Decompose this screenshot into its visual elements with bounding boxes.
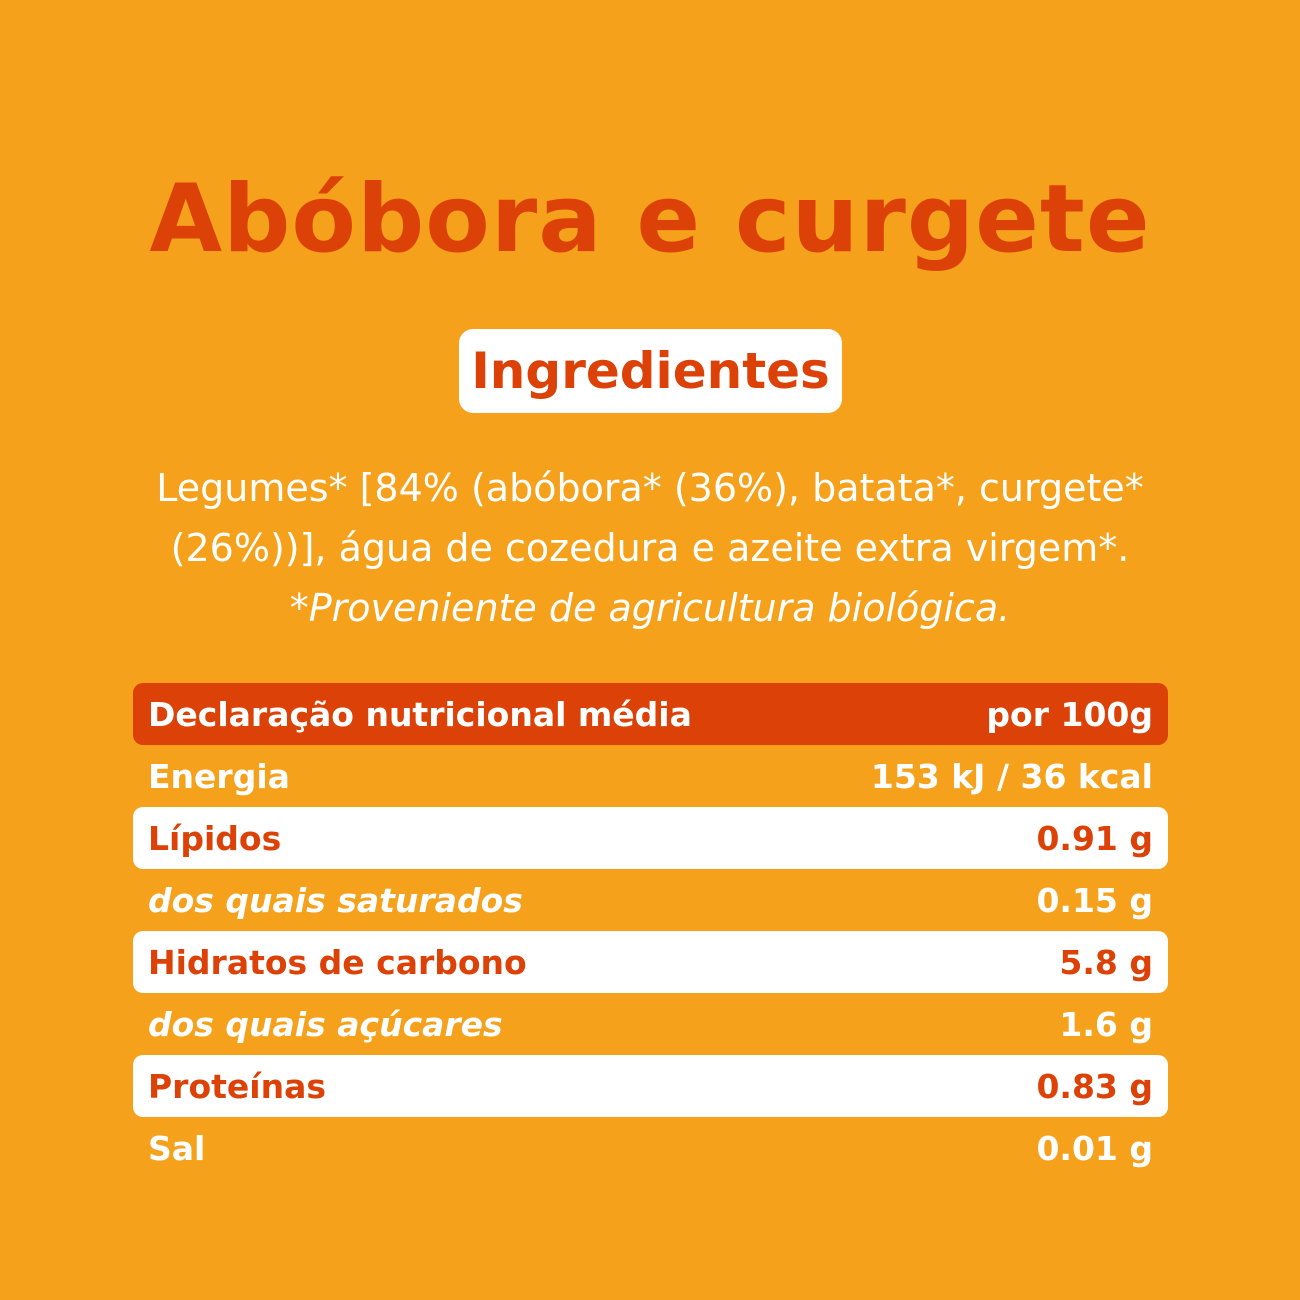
nutrient-label: Lípidos xyxy=(148,818,282,858)
nutrient-value: 0.83 g xyxy=(1036,1066,1153,1106)
nutrient-label: dos quais açúcares xyxy=(148,1004,503,1044)
nutrient-value: 5.8 g xyxy=(1059,942,1153,982)
ingredients-badge: Ingredientes xyxy=(459,329,842,413)
nutrient-value: 1.6 g xyxy=(1059,1004,1153,1044)
product-title: Abóbora e curgete xyxy=(149,165,1151,274)
nutrient-value: 153 kJ / 36 kcal xyxy=(870,756,1153,796)
nutrient-label: Sal xyxy=(148,1128,206,1168)
nutrition-row-lipidos: Lípidos 0.91 g xyxy=(133,807,1168,869)
nutrition-header-row: Declaração nutricional média por 100g xyxy=(133,683,1168,745)
nutrition-row-acucares: dos quais açúcares 1.6 g xyxy=(133,993,1168,1055)
nutrition-row-saturados: dos quais saturados 0.15 g xyxy=(133,869,1168,931)
nutrition-row-hidratos: Hidratos de carbono 5.8 g xyxy=(133,931,1168,993)
nutrient-label: Energia xyxy=(148,756,290,796)
nutrient-label: Hidratos de carbono xyxy=(148,942,527,982)
nutrition-row-energia: Energia 153 kJ / 36 kcal xyxy=(133,745,1168,807)
nutrient-label: Proteínas xyxy=(148,1066,327,1106)
nutrition-header-label: Declaração nutricional média xyxy=(148,694,692,734)
nutrient-value: 0.91 g xyxy=(1036,818,1153,858)
ingredients-line-1: Legumes* [84% (abóbora* (36%), batata*, … xyxy=(156,466,1144,510)
ingredients-line-2: (26%))], água de cozedura e azeite extra… xyxy=(170,526,1130,570)
nutrient-value: 0.01 g xyxy=(1036,1128,1153,1168)
nutrition-row-proteinas: Proteínas 0.83 g xyxy=(133,1055,1168,1117)
nutrient-value: 0.15 g xyxy=(1036,880,1153,920)
nutrition-table: Declaração nutricional média por 100g En… xyxy=(133,683,1168,1179)
nutrient-label: dos quais saturados xyxy=(148,880,523,920)
nutrition-header-value: por 100g xyxy=(986,694,1153,734)
nutrition-row-sal: Sal 0.01 g xyxy=(133,1117,1168,1179)
organic-note: *Proveniente de agricultura biológica. xyxy=(289,586,1011,630)
ingredients-badge-label: Ingredientes xyxy=(471,342,830,400)
ingredients-text: Legumes* [84% (abóbora* (36%), batata*, … xyxy=(100,458,1200,638)
